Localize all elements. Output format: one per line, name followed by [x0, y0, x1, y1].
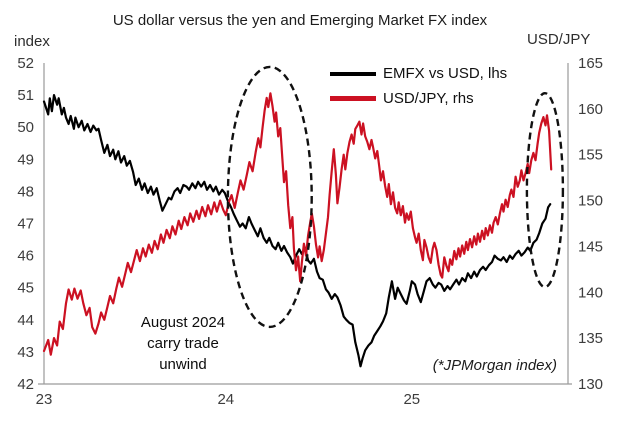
left-axis-tick: 45 [17, 280, 34, 297]
x-axis-tick: 25 [403, 391, 420, 408]
emfx-line-swatch [330, 71, 376, 76]
legend-item-usdjpy: USD/JPY, rhs [330, 90, 474, 107]
annotation-line-3: unwind [159, 356, 207, 373]
carry-trade-annotation: August 2024 carry trade unwind [103, 312, 263, 375]
right-axis-tick: 165 [578, 55, 603, 72]
legend-label-emfx: EMFX vs USD, lhs [383, 65, 508, 82]
left-axis-tick: 51 [17, 87, 34, 104]
chart-title: US dollar versus the yen and Emerging Ma… [112, 12, 488, 29]
left-axis-tick: 43 [17, 344, 34, 361]
x-axis-tick: 24 [217, 391, 234, 408]
right-axis-unit-label: USD/JPY [527, 31, 591, 48]
left-axis-tick: 42 [17, 376, 34, 393]
left-axis-tick: 52 [17, 55, 34, 72]
right-axis-tick: 160 [578, 101, 603, 118]
right-axis-tick: 135 [578, 330, 603, 347]
left-axis-tick: 49 [17, 151, 34, 168]
left-axis-unit-label: index [14, 33, 50, 50]
right-axis-tick: 150 [578, 193, 603, 210]
right-axis-tick: 130 [578, 376, 603, 393]
ellipse-recent-move [525, 92, 565, 289]
source-note: (*JPMorgan index) [432, 357, 557, 374]
series-line-usdjpy [42, 92, 553, 356]
legend-label-usdjpy: USD/JPY, rhs [383, 90, 474, 107]
annotation-line-2: carry trade [147, 335, 219, 352]
left-axis-tick: 48 [17, 183, 34, 200]
right-axis-tick: 145 [578, 238, 603, 255]
annotation-line-1: August 2024 [140, 314, 226, 331]
right-axis-tick: 140 [578, 284, 603, 301]
right-axis-tick: 155 [578, 147, 603, 164]
left-axis-tick: 44 [17, 312, 34, 329]
left-axis-tick: 47 [17, 216, 34, 233]
ellipse-august-2024 [226, 65, 313, 329]
usdjpy-line-swatch [330, 96, 376, 101]
left-axis-tick: 50 [17, 119, 34, 136]
legend-item-emfx: EMFX vs USD, lhs [330, 65, 507, 82]
left-axis-tick: 46 [17, 248, 34, 265]
x-axis-tick: 23 [36, 391, 53, 408]
